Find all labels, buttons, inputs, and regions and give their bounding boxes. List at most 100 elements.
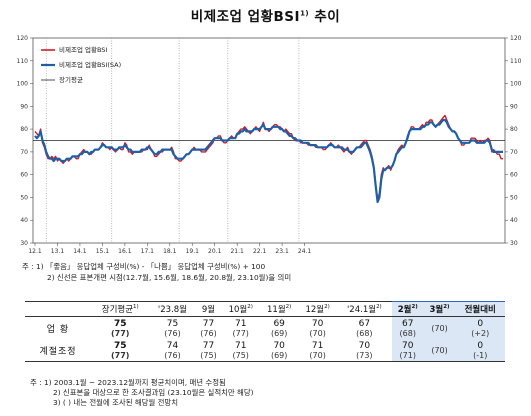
table-cell-value: 70 (358, 340, 371, 351)
table-cell: 70 (73) (336, 339, 392, 362)
table-cell-forecast: (76) (164, 328, 181, 338)
table-cell: 71 (77) (221, 317, 259, 340)
table-header-cell: '23.8월 (149, 301, 196, 317)
table-cell-forecast: (77) (111, 328, 130, 338)
table-cell-forecast: (73) (356, 350, 373, 360)
table-cell: 74 (76) (149, 339, 196, 362)
table-cell-value: 71 (311, 340, 324, 351)
table-note-1: 주 : 1) 2003.1월 ~ 2023.12월까지 평균치이며, 매년 수정… (30, 378, 226, 388)
title-footnote-mark: 1) (300, 9, 310, 18)
table-note-2: 2) 신표본을 대상으로 한 조사결과임 (23.10월은 실적치만 해당) (53, 388, 254, 398)
table-cell-value: 0 (477, 340, 484, 351)
table-cell: 71 (75) (221, 339, 260, 362)
table-header-cell: 12월2) (298, 301, 337, 317)
table-cell-forecast: (77) (232, 328, 249, 338)
x-tick-label: 20.1 (208, 248, 222, 255)
table-cell-value: 67 (358, 318, 371, 329)
table-cell-value: 71 (234, 340, 247, 351)
table-header-cell: '24.1월2) (336, 301, 392, 317)
table-cell: 77 (76) (196, 317, 222, 340)
x-tick-label: 16.1 (118, 248, 132, 255)
y-tick-label-right: 90 (510, 103, 518, 110)
table-cell-value: 70 (273, 340, 285, 351)
x-tick-label: 12.1 (28, 248, 42, 255)
table-cell: 69 (69) (260, 317, 298, 340)
y-tick-label-right: 30 (510, 240, 518, 247)
table-header-cell-highlight: 전월대비 (455, 301, 505, 317)
table-cell: 70 (69) (259, 339, 299, 362)
y-tick-label-right: 40 (510, 217, 518, 224)
y-tick-label-left: 40 (20, 217, 28, 224)
table-cell-forecast: (-1) (473, 350, 488, 360)
table-cell-value: 74 (166, 340, 179, 351)
title-text: 비제조업 업황BSI (190, 9, 301, 25)
title-suffix: 추이 (309, 9, 341, 25)
y-tick-label-right: 110 (510, 58, 522, 65)
table-cell-value: 67 (402, 318, 414, 329)
y-tick-label-left: 110 (17, 58, 29, 65)
y-tick-label-left: 70 (20, 149, 28, 156)
y-tick-label-left: 100 (17, 81, 29, 88)
y-tick-label-left: 120 (17, 35, 29, 42)
table-cell: (70) (423, 316, 456, 339)
table-cell-value: 70 (311, 318, 324, 329)
bsi-table: 장기평균1) '23.8월 9월 10월2) 11월2) 12월2) '24.1… (25, 301, 505, 362)
x-tick-label: 21.1 (230, 248, 244, 255)
table-cell-value: 71 (234, 318, 247, 329)
table-header-cell: 10월2) (221, 301, 260, 317)
table-cell: 71 (70) (298, 339, 337, 362)
x-tick-label: 17.1 (141, 248, 155, 255)
table-cell-forecast: (+2) (471, 328, 490, 338)
table-cell-forecast: (75) (200, 350, 217, 360)
table-cell: 70 (71) (391, 339, 424, 362)
x-tick-label: 18.1 (163, 248, 177, 255)
page-title: 비제조업 업황BSI1) 추이 (0, 5, 531, 25)
x-tick-label: 13.1 (51, 248, 65, 255)
table-row-label: 계절조정 (25, 339, 91, 362)
table-cell-value: 77 (202, 318, 215, 329)
table-cell-value: 75 (113, 318, 127, 329)
table-cell-forecast: (68) (356, 328, 373, 338)
table-cell-forecast: (76) (164, 350, 181, 360)
table-note-3: 3) ( ) 내는 전월에 조사된 해당월 전망치 (53, 398, 178, 408)
x-tick-label: 22.1 (253, 248, 267, 255)
chart-note-2-text: 2) 신선은 표본개편 시점(12.7월, 15.6월, 18.6월, 20.8… (47, 273, 292, 282)
y-tick-label-left: 90 (20, 103, 28, 110)
table-cell-value: 0 (477, 318, 484, 329)
y-tick-label-left: 50 (20, 194, 28, 201)
x-tick-label: 23.1 (275, 248, 289, 255)
chart-note-2: 2) 신선은 표본개편 시점(12.7월, 15.6월, 18.6월, 20.8… (47, 273, 291, 283)
x-tick-label: 24.1 (298, 248, 312, 255)
chart-note-1: 주 : 1) 「좋음」 응답업체 구성비(%) - 「나쁨」 응답업체 구성비(… (22, 262, 265, 272)
table-cell-forecast: (70) (431, 323, 448, 333)
table-header-cell: 9월 (195, 301, 222, 317)
table-cell-value: 77 (202, 340, 215, 351)
table-row: 계절조정 75 (77) 74 (76) 77 (75) 71 (75) 70 (69) 71 (70)… (25, 339, 505, 362)
series-line-sa (34, 118, 503, 204)
y-tick-label-right: 100 (510, 81, 522, 88)
table-cell: (70) (423, 339, 456, 362)
table-header-cell-highlight: 2월2) (391, 301, 424, 317)
table-cell: 77 (75) (195, 339, 222, 362)
y-tick-label-right: 80 (510, 126, 518, 133)
table-cell-forecast: (69) (270, 350, 288, 360)
table-header-cell-highlight: 3월2) (423, 301, 456, 317)
table-cell-forecast: (70) (309, 328, 326, 338)
y-tick-label-right: 50 (510, 194, 518, 201)
y-tick-label-right: 70 (510, 149, 518, 156)
table-header-blank (25, 301, 91, 317)
y-tick-label-right: 120 (510, 35, 522, 42)
table-header-row: 장기평균1) '23.8월 9월 10월2) 11월2) 12월2) '24.1… (25, 301, 505, 317)
y-tick-label-right: 60 (510, 172, 518, 179)
table-note-2-text: 2) 신표본을 대상으로 한 조사결과임 (23.10월은 실적치만 해당) (53, 388, 254, 397)
y-tick-label-left: 80 (20, 126, 28, 133)
table-cell-value: 69 (273, 318, 285, 329)
table-header-cell: 장기평균1) (91, 301, 150, 317)
legend-item-average-label: 장기평균 (59, 75, 83, 84)
table-cell-forecast: (68) (399, 328, 416, 338)
bsi-line-chart: 30 30 40 40 50 50 60 60 70 70 80 80 90 90 100 100 110 110… (17, 35, 522, 255)
x-tick-label: 19.1 (186, 248, 200, 255)
table-cell: 0 (-1) (455, 339, 505, 362)
table-cell-forecast: (77) (111, 350, 130, 360)
legend-item-sa-label: 비제조업 업황BSI(SA) (59, 60, 121, 69)
